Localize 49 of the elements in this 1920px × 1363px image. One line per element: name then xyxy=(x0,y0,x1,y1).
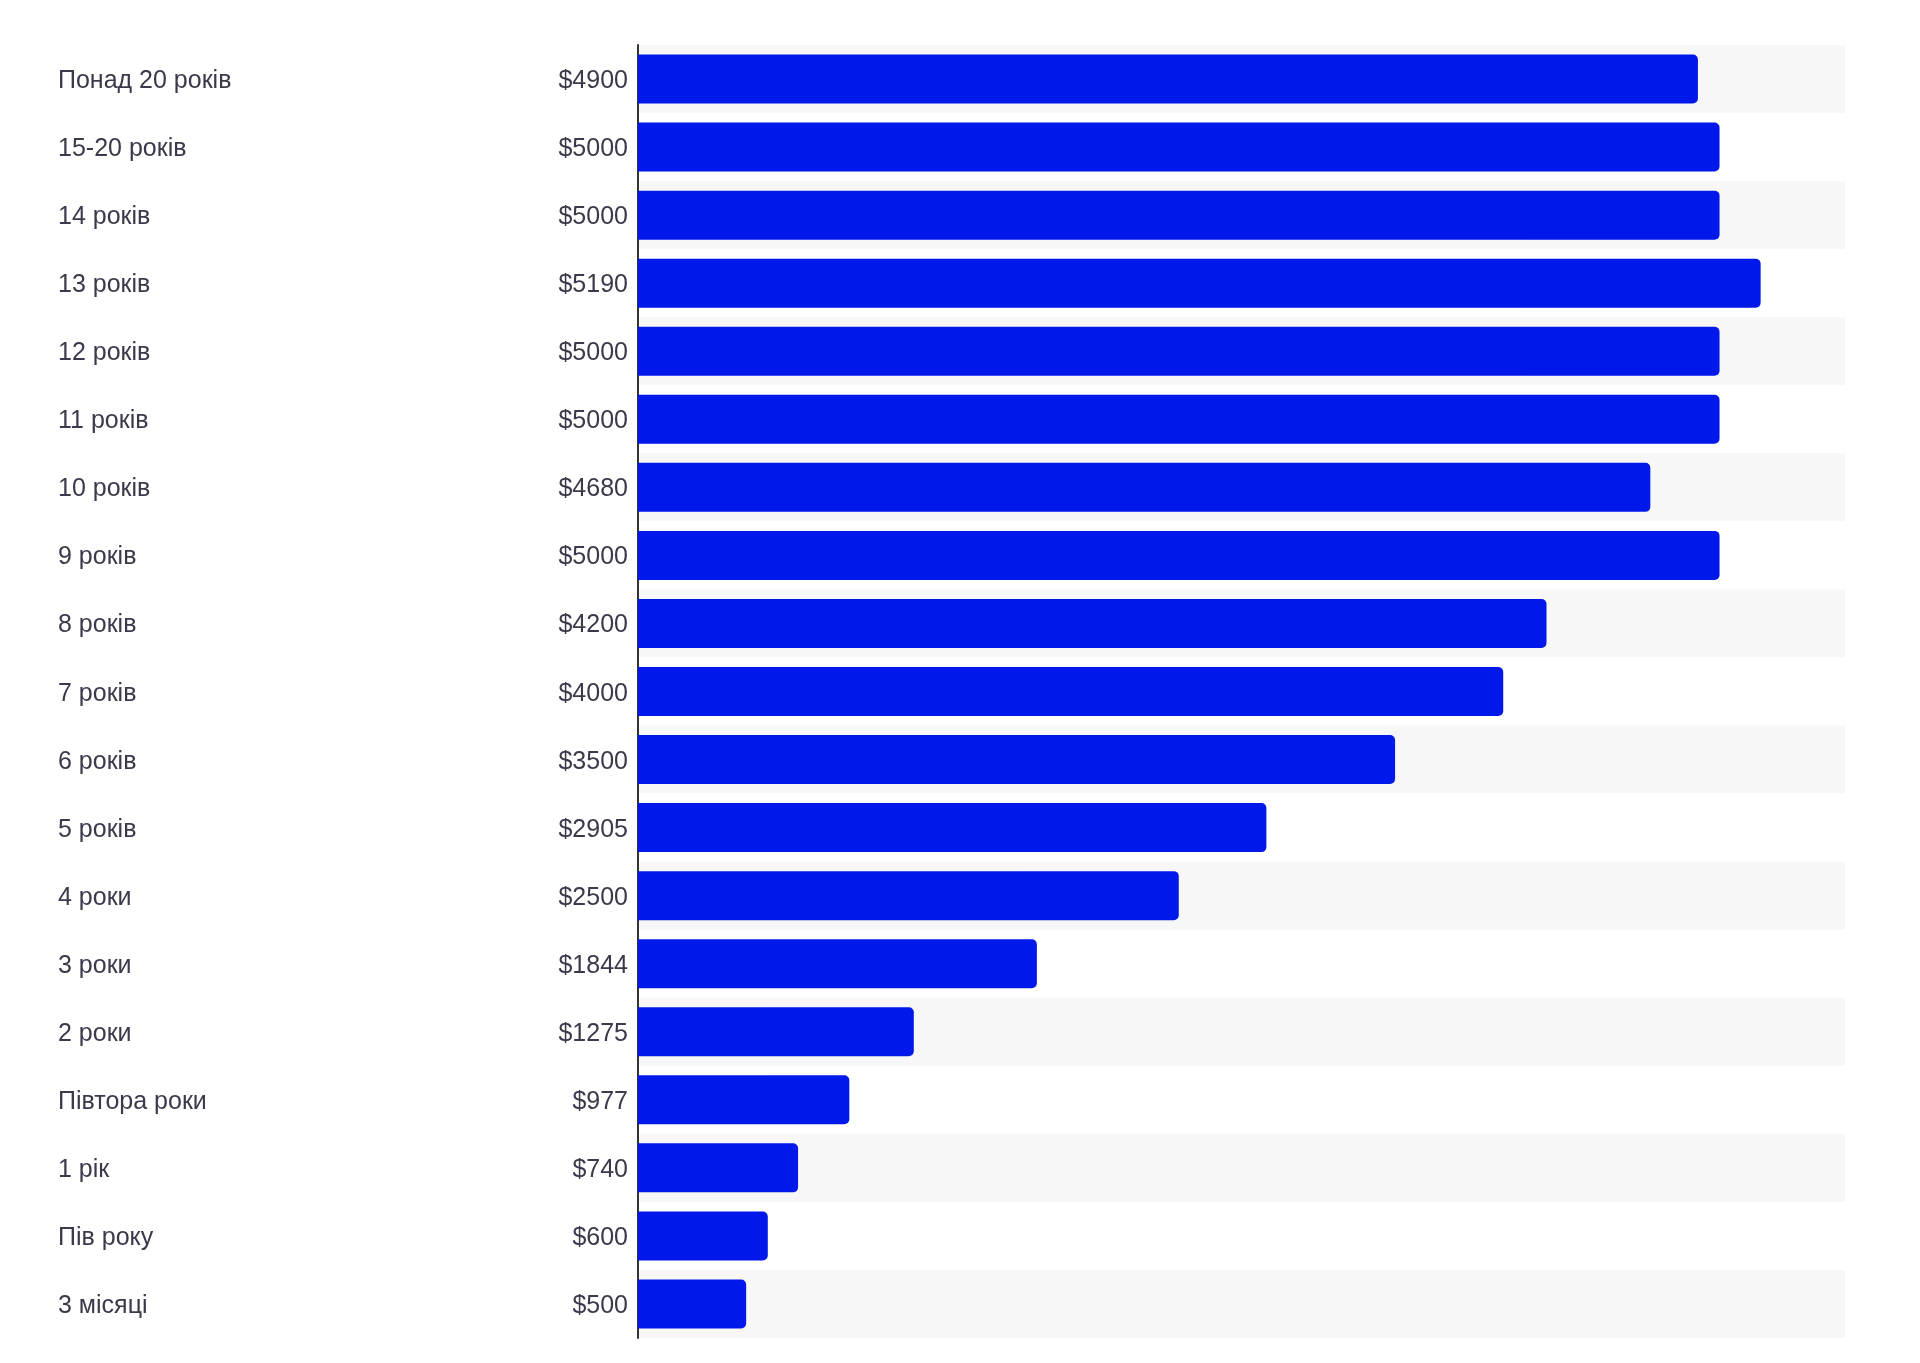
bar xyxy=(638,1211,768,1261)
y-tick-label: 15-20 років xyxy=(58,133,187,162)
y-tick-label: 10 років xyxy=(58,473,151,502)
y-tick-label: 3 роки xyxy=(58,949,132,978)
y-tick-label: Пів року xyxy=(58,1221,154,1250)
y-tick-label: 12 років xyxy=(58,337,151,366)
data-label: $2905 xyxy=(558,813,628,842)
bar xyxy=(638,1143,799,1193)
bar xyxy=(638,1075,850,1125)
data-label: $5000 xyxy=(558,337,628,366)
y-tick-label: 9 років xyxy=(58,541,137,570)
data-label: $5000 xyxy=(558,133,628,162)
data-label: $4200 xyxy=(558,609,628,638)
y-tick-label: 8 років xyxy=(58,609,137,638)
y-tick-label: Понад 20 років xyxy=(58,65,232,94)
y-tick-label: 2 роки xyxy=(58,1017,132,1046)
y-tick-label: 11 років xyxy=(58,405,149,434)
data-label: $1275 xyxy=(558,1017,628,1046)
bar xyxy=(638,1279,747,1329)
data-label: $5190 xyxy=(558,269,628,298)
y-tick-label: 1 рік xyxy=(58,1153,111,1182)
bar xyxy=(638,871,1179,921)
bar xyxy=(638,939,1037,989)
data-label: $4680 xyxy=(558,473,628,502)
bar xyxy=(638,1007,914,1057)
y-tick-label: 7 років xyxy=(58,677,137,706)
data-label: $3500 xyxy=(558,745,628,774)
y-tick-label: 5 років xyxy=(58,813,137,842)
data-label: $500 xyxy=(572,1289,628,1318)
bar xyxy=(638,803,1267,853)
y-tick-label: 6 років xyxy=(58,745,137,774)
data-label: $740 xyxy=(572,1153,628,1182)
y-tick-label: 14 років xyxy=(58,201,151,230)
data-label: $5000 xyxy=(558,541,628,570)
data-label: $1844 xyxy=(558,949,629,978)
data-label: $4000 xyxy=(558,677,628,706)
data-label: $5000 xyxy=(558,201,628,230)
y-tick-label: Півтора роки xyxy=(58,1085,207,1114)
bar xyxy=(638,667,1504,716)
data-label: $4900 xyxy=(558,65,628,94)
data-label: $977 xyxy=(572,1085,628,1114)
data-label: $600 xyxy=(572,1221,628,1250)
bar xyxy=(638,598,1547,648)
y-tick-label: 4 роки xyxy=(58,881,132,910)
y-tick-label: 3 місяці xyxy=(58,1289,148,1318)
data-label: $5000 xyxy=(558,405,628,434)
data-label: $2500 xyxy=(558,881,628,910)
bar xyxy=(638,735,1396,785)
y-tick-label: 13 років xyxy=(58,269,151,298)
